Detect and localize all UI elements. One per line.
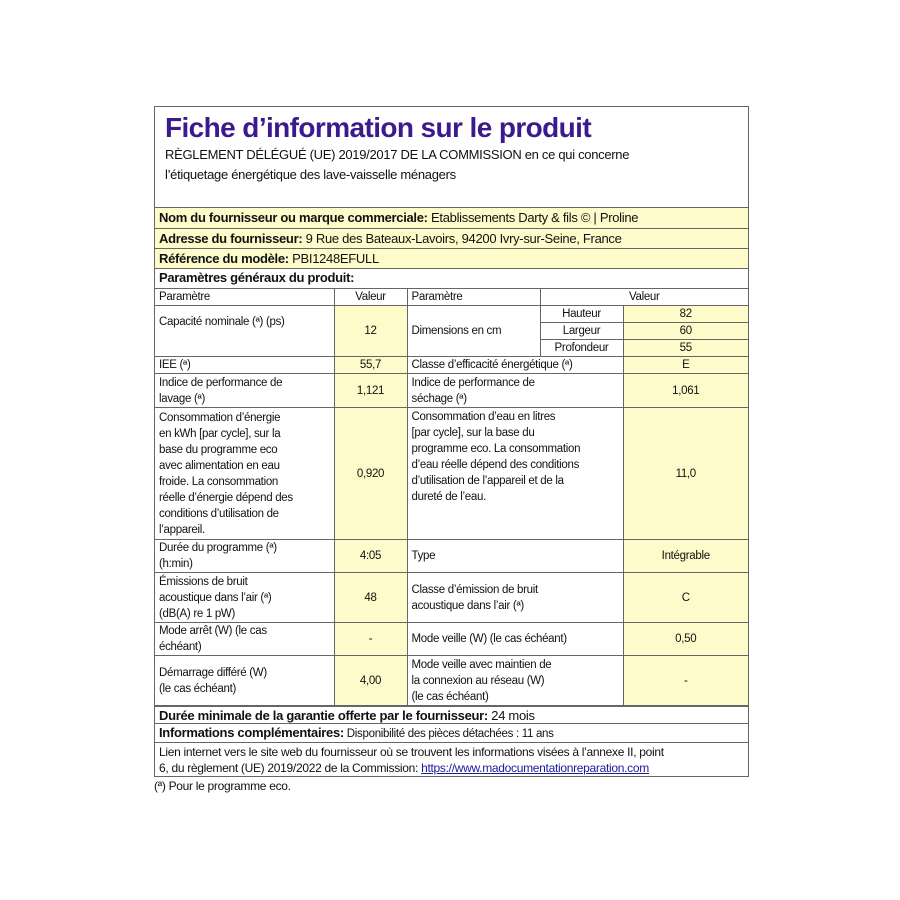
height-value: 82 [622,305,748,323]
column-header: Valeur [333,288,408,306]
off-mode-value: - [333,622,408,656]
general-params-title: Paramètres généraux du produit: [159,270,355,285]
model-reference-value: PBI1248EFULL [288,251,379,266]
water-consumption-value: 11,0 [622,407,748,540]
website-link[interactable]: https://www.madocumentationreparation.co… [421,761,649,775]
column-header: Paramètre [406,288,541,306]
standby-mode-label: Mode veille (W) (le cas échéant) [406,622,624,656]
footnote: (ª) Pour le programme eco. [154,779,291,793]
additional-info-value: Disponibilité des pièces détachées : 11 … [343,728,554,740]
networked-standby-value: - [622,655,748,706]
table-row: Démarrage différé (W) (le cas échéant) 4… [155,655,748,706]
supplier-address-row: Adresse du fournisseur: 9 Rue des Bateau… [155,229,748,249]
table-row: Émissions de bruit acoustique dans l’air… [155,572,748,623]
washing-index-value: 1,121 [333,373,408,408]
water-consumption-label: Consommation d’eau en litres [par cycle]… [406,407,624,540]
column-header: Paramètre [155,288,335,306]
table-row: IEE (ª) 55,7 Classe d’efficacité énergét… [155,356,748,374]
parameters-table: Paramètre Valeur Paramètre Valeur Capaci… [155,288,748,706]
regulation-subtitle: RÈGLEMENT DÉLÉGUÉ (UE) 2019/2017 DE LA C… [165,147,630,182]
additional-info-label: Informations complémentaires: [159,725,344,740]
warranty-row: Durée minimale de la garantie offerte pa… [155,706,748,724]
width-label: Largeur [540,322,624,340]
height-label: Hauteur [539,305,624,323]
table-row: Durée du programme (ª) (h:min) 4:05 Type… [155,539,748,573]
table-row: Consommation d’énergie en kWh [par cycle… [155,407,748,540]
washing-index-label: Indice de performance de lavage (ª) [155,373,335,408]
capacity-label: Capacité nominale (ª) (ps) [155,305,335,357]
energy-class-value: E [622,356,748,374]
drying-index-label: Indice de performance de séchage (ª) [406,373,624,408]
dimensions-label: Dimensions en cm [406,305,541,357]
programme-duration-value: 4:05 [333,539,408,573]
width-value: 60 [622,322,748,340]
delay-start-label: Démarrage différé (W) (le cas échéant) [155,655,335,706]
table-row: Largeur 60 [155,322,748,340]
supplier-address-label: Adresse du fournisseur: [159,231,303,246]
noise-emission-value: 48 [333,572,408,623]
noise-class-value: C [622,572,748,623]
off-mode-label: Mode arrêt (W) (le cas échéant) [155,622,335,656]
additional-info-row: Informations complémentaires: Disponibil… [155,724,748,743]
energy-consumption-value: 0,920 [333,407,408,540]
delay-start-value: 4,00 [333,655,408,706]
noise-class-label: Classe d’émission de bruit acoustique da… [406,572,624,623]
sheet-header: Fiche d’information sur le produit RÈGLE… [155,107,748,208]
programme-duration-label: Durée du programme (ª) (h:min) [155,539,335,573]
general-params-title-row: Paramètres généraux du produit: [155,269,748,288]
energy-consumption-label: Consommation d’énergie en kWh [par cycle… [155,407,335,540]
column-header: Valeur [539,288,748,306]
type-label: Type [406,539,624,573]
drying-index-value: 1,061 [622,373,748,408]
warranty-label: Durée minimale de la garantie offerte pa… [159,708,488,723]
product-information-sheet: Fiche d’information sur le produit RÈGLE… [154,106,749,777]
table-row: Mode arrêt (W) (le cas échéant) - Mode v… [155,622,748,656]
capacity-value: 12 [333,305,408,357]
website-link-text: Lien internet vers le site web du fourni… [159,745,664,775]
model-reference-label: Référence du modèle: [159,251,289,266]
depth-value: 55 [622,339,748,357]
supplier-name-value: Etablissements Darty & fils © | Proline [427,210,639,225]
type-value: Intégrable [622,539,748,573]
page-title: Fiche d’information sur le produit [165,112,592,143]
model-reference-row: Référence du modèle: PBI1248EFULL [155,249,748,269]
table-row: Capacité nominale (ª) (ps) 12 Dimensions… [155,305,748,357]
iee-label: IEE (ª) [155,356,335,374]
website-link-row: Lien internet vers le site web du fourni… [155,743,748,776]
warranty-value: 24 mois [487,708,535,723]
noise-emission-label: Émissions de bruit acoustique dans l’air… [155,572,335,623]
table-header-row: Paramètre Valeur Paramètre Valeur [155,288,748,306]
networked-standby-label: Mode veille avec maintien de la connexio… [406,655,624,706]
standby-mode-value: 0,50 [622,622,748,656]
table-row: Indice de performance de lavage (ª) 1,12… [155,373,748,408]
iee-value: 55,7 [333,356,408,374]
depth-label: Profondeur [540,339,624,357]
supplier-name-label: Nom du fournisseur ou marque commerciale… [159,210,428,225]
energy-class-label: Classe d’efficacité énergétique (ª) [406,356,624,374]
supplier-address-value: 9 Rue des Bateaux-Lavoirs, 94200 Ivry-su… [302,231,622,246]
supplier-name-row: Nom du fournisseur ou marque commerciale… [155,208,748,229]
